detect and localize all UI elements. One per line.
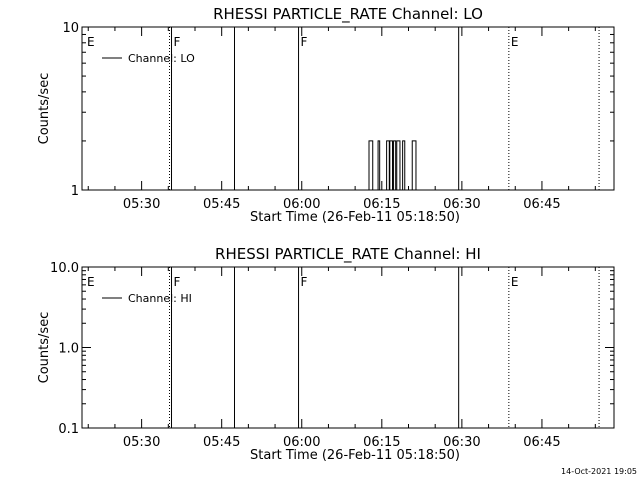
series-spike: [389, 140, 393, 190]
y-tick-label: 0.1: [58, 422, 79, 437]
x-tick-label: 06:00: [283, 197, 320, 212]
series-spike: [377, 140, 381, 190]
x-tick-label: 06:15: [363, 435, 400, 450]
marker-label-e: E: [511, 275, 519, 289]
series-spike: [393, 140, 397, 190]
x-axis-label: Start Time (26-Feb-11 05:18:50): [250, 448, 460, 463]
x-tick-label: 05:30: [123, 197, 160, 212]
chart-panel-lo: RHESSI PARTICLE_RATE Channel: LO Counts/s…: [37, 5, 615, 225]
x-tick-label: 06:00: [283, 435, 320, 450]
x-tick-label: 06:15: [363, 197, 400, 212]
series-spike: [396, 140, 401, 190]
x-tick-label: 06:30: [443, 197, 480, 212]
x-tick-label: 05:30: [123, 435, 160, 450]
y-axis-label: Counts/sec: [37, 73, 52, 145]
y-axis-label: Counts/sec: [37, 312, 52, 384]
y-tick-label: 10.0: [50, 261, 79, 276]
x-tick-label: 06:45: [523, 435, 560, 450]
y-tick-label: 10: [62, 21, 79, 36]
chart-title: RHESSI PARTICLE_RATE Channel: LO: [213, 5, 483, 24]
plot-frame: [81, 26, 615, 191]
chart-title: RHESSI PARTICLE_RATE Channel: HI: [215, 245, 481, 264]
series-spike: [386, 140, 390, 190]
legend-label: Channel: LO: [128, 52, 195, 65]
series-spike: [411, 140, 417, 190]
x-tick-label: 05:45: [203, 197, 240, 212]
marker-label-e: E: [87, 275, 95, 289]
marker-label-f: F: [301, 35, 308, 49]
marker-label-e: E: [511, 35, 519, 49]
marker-label-f: F: [301, 275, 308, 289]
chart-panel-hi: RHESSI PARTICLE_RATE Channel: HI Counts/s…: [37, 245, 615, 463]
series-spike: [368, 140, 374, 190]
marker-label-f: F: [174, 275, 181, 289]
y-tick-label: 1.0: [58, 342, 79, 357]
x-axis-label: Start Time (26-Feb-11 05:18:50): [250, 210, 460, 225]
footer-timestamp: 14-Oct-2021 19:05: [561, 467, 637, 476]
marker-label-e: E: [87, 35, 95, 49]
marker-label-f: F: [174, 35, 181, 49]
series-spike: [402, 140, 406, 190]
legend-label: Channel: HI: [128, 292, 192, 305]
x-tick-label: 06:45: [523, 197, 560, 212]
x-tick-label: 05:45: [203, 435, 240, 450]
y-tick-label: 1: [71, 184, 79, 199]
x-tick-label: 06:30: [443, 435, 480, 450]
